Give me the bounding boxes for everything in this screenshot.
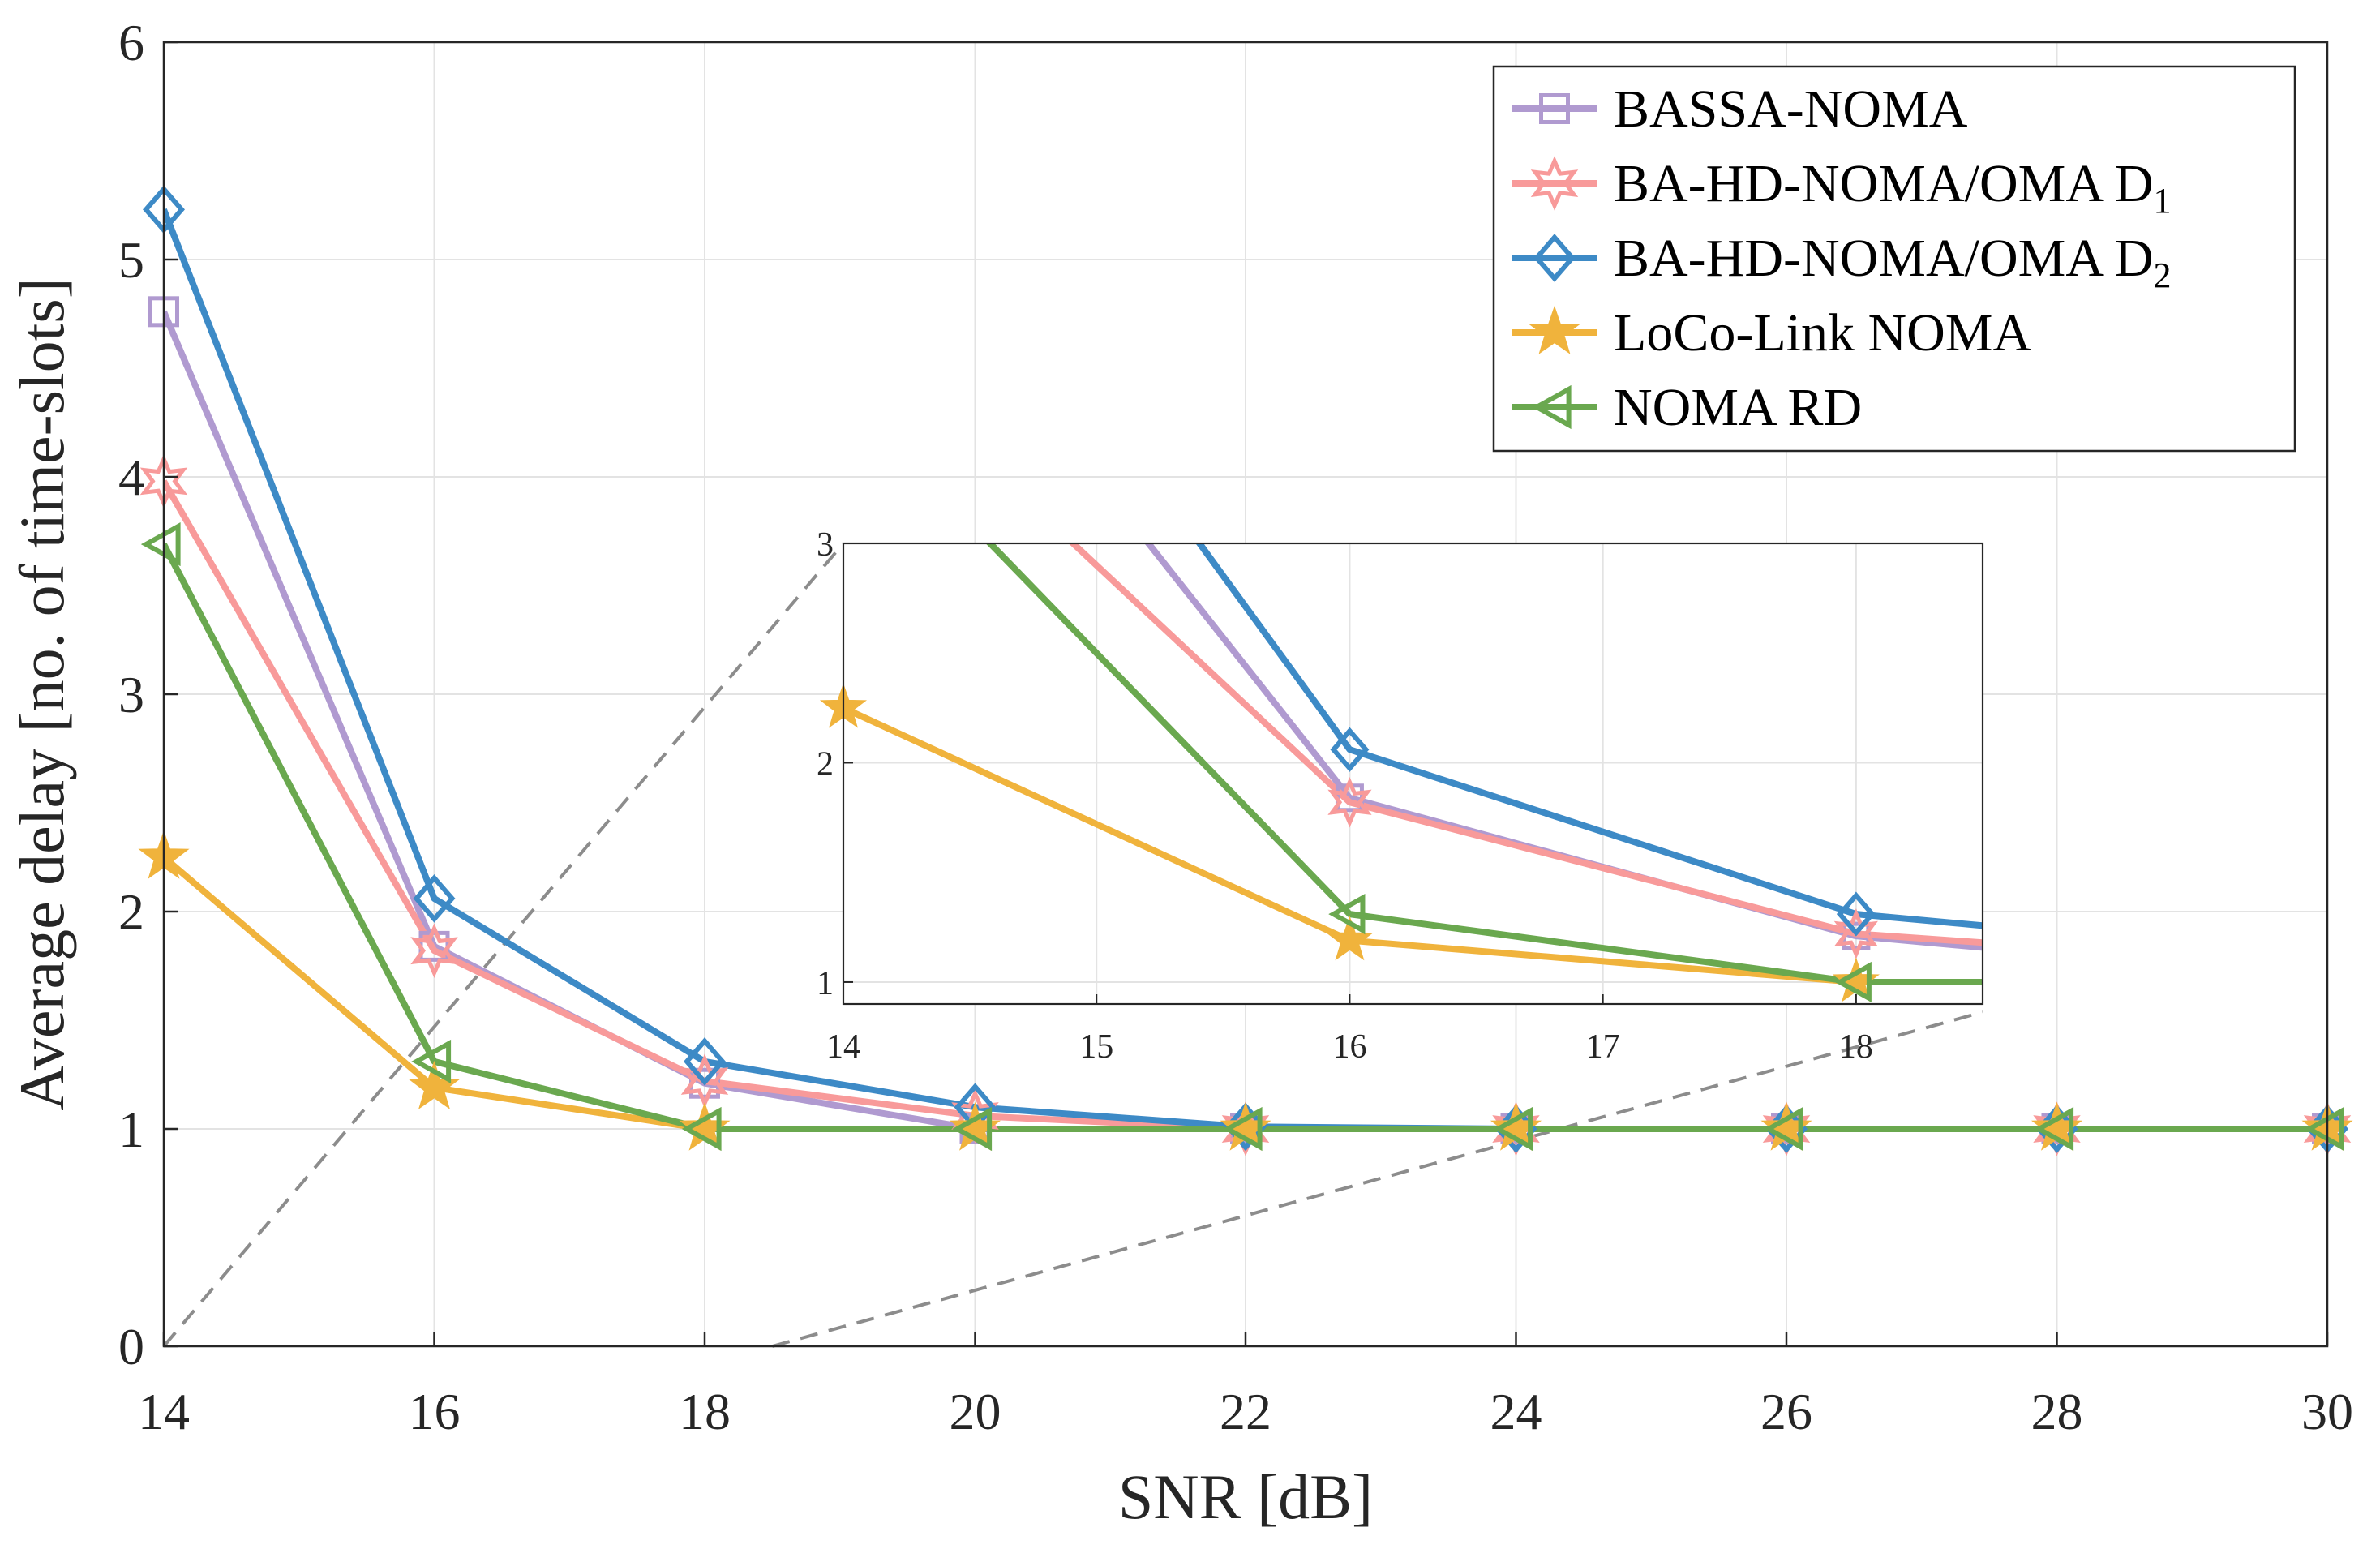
legend-label: BA-HD-NOMA/OMA D2 bbox=[1614, 229, 2172, 295]
x-tick-label: 14 bbox=[138, 1383, 190, 1440]
series-4-point bbox=[1222, 1106, 1263, 1152]
inset-series-2-point bbox=[1836, 891, 1876, 937]
x-tick-label: 26 bbox=[1760, 1383, 1812, 1440]
legend-swatch-marker bbox=[1533, 234, 1576, 282]
inset-x-tick-label: 18 bbox=[1839, 1028, 1873, 1066]
inset-y-tick-label: 2 bbox=[817, 745, 834, 783]
zoom-guide-line-lower bbox=[771, 1010, 1983, 1348]
inset-x-tick-label: 14 bbox=[826, 1028, 860, 1066]
inset-axes: 14 15 16 17 18 1 2 3 bbox=[817, 526, 1984, 1066]
series-4-point bbox=[2304, 1106, 2344, 1152]
legend-label-main: LoCo-Link NOMA bbox=[1614, 303, 2031, 363]
inset-series-4-point bbox=[1834, 961, 1872, 1003]
inset-series-1-point bbox=[1327, 776, 1372, 828]
inset-x-tick-label: 16 bbox=[1332, 1028, 1366, 1066]
series-2-point bbox=[413, 874, 456, 923]
legend-label-main: NOMA RD bbox=[1614, 378, 1862, 437]
legend-swatch-marker bbox=[1539, 93, 1570, 124]
series-4-point bbox=[681, 1106, 722, 1152]
legend-label: NOMA RD bbox=[1614, 378, 1862, 437]
legend-label-main: BA-HD-NOMA/OMA D bbox=[1614, 229, 2154, 288]
main-markers-group bbox=[138, 185, 2353, 1156]
legend-label: BA-HD-NOMA/OMA D1 bbox=[1614, 154, 2172, 221]
legend-entry: BASSA-NOMA bbox=[1512, 79, 1968, 139]
legend-label-main: BASSA-NOMA bbox=[1614, 79, 1968, 139]
legend-label-subscript: 2 bbox=[2154, 255, 2172, 295]
legend-entry: BA-HD-NOMA/OMA D2 bbox=[1512, 229, 2172, 295]
inset-x-tick-label: 17 bbox=[1586, 1028, 1620, 1066]
series-1-point bbox=[1221, 1101, 1270, 1156]
legend-swatch-marker bbox=[1529, 305, 1580, 354]
inset-background bbox=[843, 543, 1983, 1004]
inset-series-line-1 bbox=[1068, 543, 1983, 946]
x-tick-label: 30 bbox=[2301, 1383, 2353, 1440]
inset-series-line-2 bbox=[1195, 543, 1983, 929]
x-tick-label: 28 bbox=[2031, 1383, 2083, 1440]
inset-series-line-4 bbox=[985, 543, 1983, 985]
legend-swatch-marker bbox=[1530, 156, 1579, 211]
series-4-point bbox=[411, 1039, 452, 1084]
x-tick-label: 22 bbox=[1220, 1383, 1271, 1440]
y-tick-label: 1 bbox=[118, 1101, 144, 1158]
y-tick-label: 3 bbox=[118, 666, 144, 723]
inset-x-tick-label: 15 bbox=[1079, 1028, 1113, 1066]
legend-label: LoCo-Link NOMA bbox=[1614, 303, 2031, 363]
legend-swatch-marker bbox=[1531, 384, 1572, 430]
legend-entry: NOMA RD bbox=[1512, 378, 1862, 437]
zoom-guide-line-upper bbox=[162, 542, 845, 1348]
legend-label: BASSA-NOMA bbox=[1614, 79, 1968, 139]
inset-series-line-3 bbox=[843, 705, 1983, 985]
zoom-guide-lines bbox=[162, 542, 1983, 1348]
legend-entry: LoCo-Link NOMA bbox=[1512, 303, 2031, 363]
x-tick-label: 16 bbox=[409, 1383, 461, 1440]
inset-tick-labels: 14 15 16 17 18 1 2 3 bbox=[817, 526, 1873, 1066]
inset-series-group bbox=[843, 543, 1983, 985]
legend-box bbox=[1492, 65, 2296, 453]
series-4-point bbox=[1493, 1106, 1533, 1152]
y-tick-label: 5 bbox=[118, 231, 144, 289]
legend-label-subscript: 1 bbox=[2154, 181, 2172, 221]
inset-series-2-point bbox=[1330, 727, 1370, 772]
series-4-point bbox=[952, 1106, 993, 1152]
x-tick-label: 18 bbox=[679, 1383, 731, 1440]
inset-series-1-point bbox=[1833, 908, 1878, 959]
inset-series-4-point bbox=[1328, 894, 1366, 935]
series-4-point bbox=[140, 521, 181, 567]
inset-y-tick-label: 3 bbox=[817, 526, 834, 564]
series-2-point bbox=[684, 1037, 726, 1086]
x-tick-label: 20 bbox=[950, 1383, 1001, 1440]
x-tick-label: 24 bbox=[1490, 1383, 1542, 1440]
y-tick-label: 0 bbox=[118, 1318, 144, 1375]
series-1-point bbox=[410, 923, 458, 978]
legend-label-main: BA-HD-NOMA/OMA D bbox=[1614, 154, 2154, 213]
inset-frame bbox=[842, 542, 1984, 1006]
series-4-point bbox=[2034, 1106, 2074, 1152]
y-axis-label: Average delay [no. of time-slots] bbox=[6, 277, 77, 1110]
y-tick-label: 4 bbox=[118, 448, 144, 506]
y-tick-label: 6 bbox=[118, 14, 144, 71]
series-4-point bbox=[1763, 1106, 1803, 1152]
x-axis-label: SNR [dB] bbox=[1118, 1461, 1373, 1532]
y-tick-label: 2 bbox=[118, 883, 144, 941]
inset-y-tick-label: 1 bbox=[817, 965, 834, 1002]
legend-entry: BA-HD-NOMA/OMA D1 bbox=[1512, 154, 2172, 221]
